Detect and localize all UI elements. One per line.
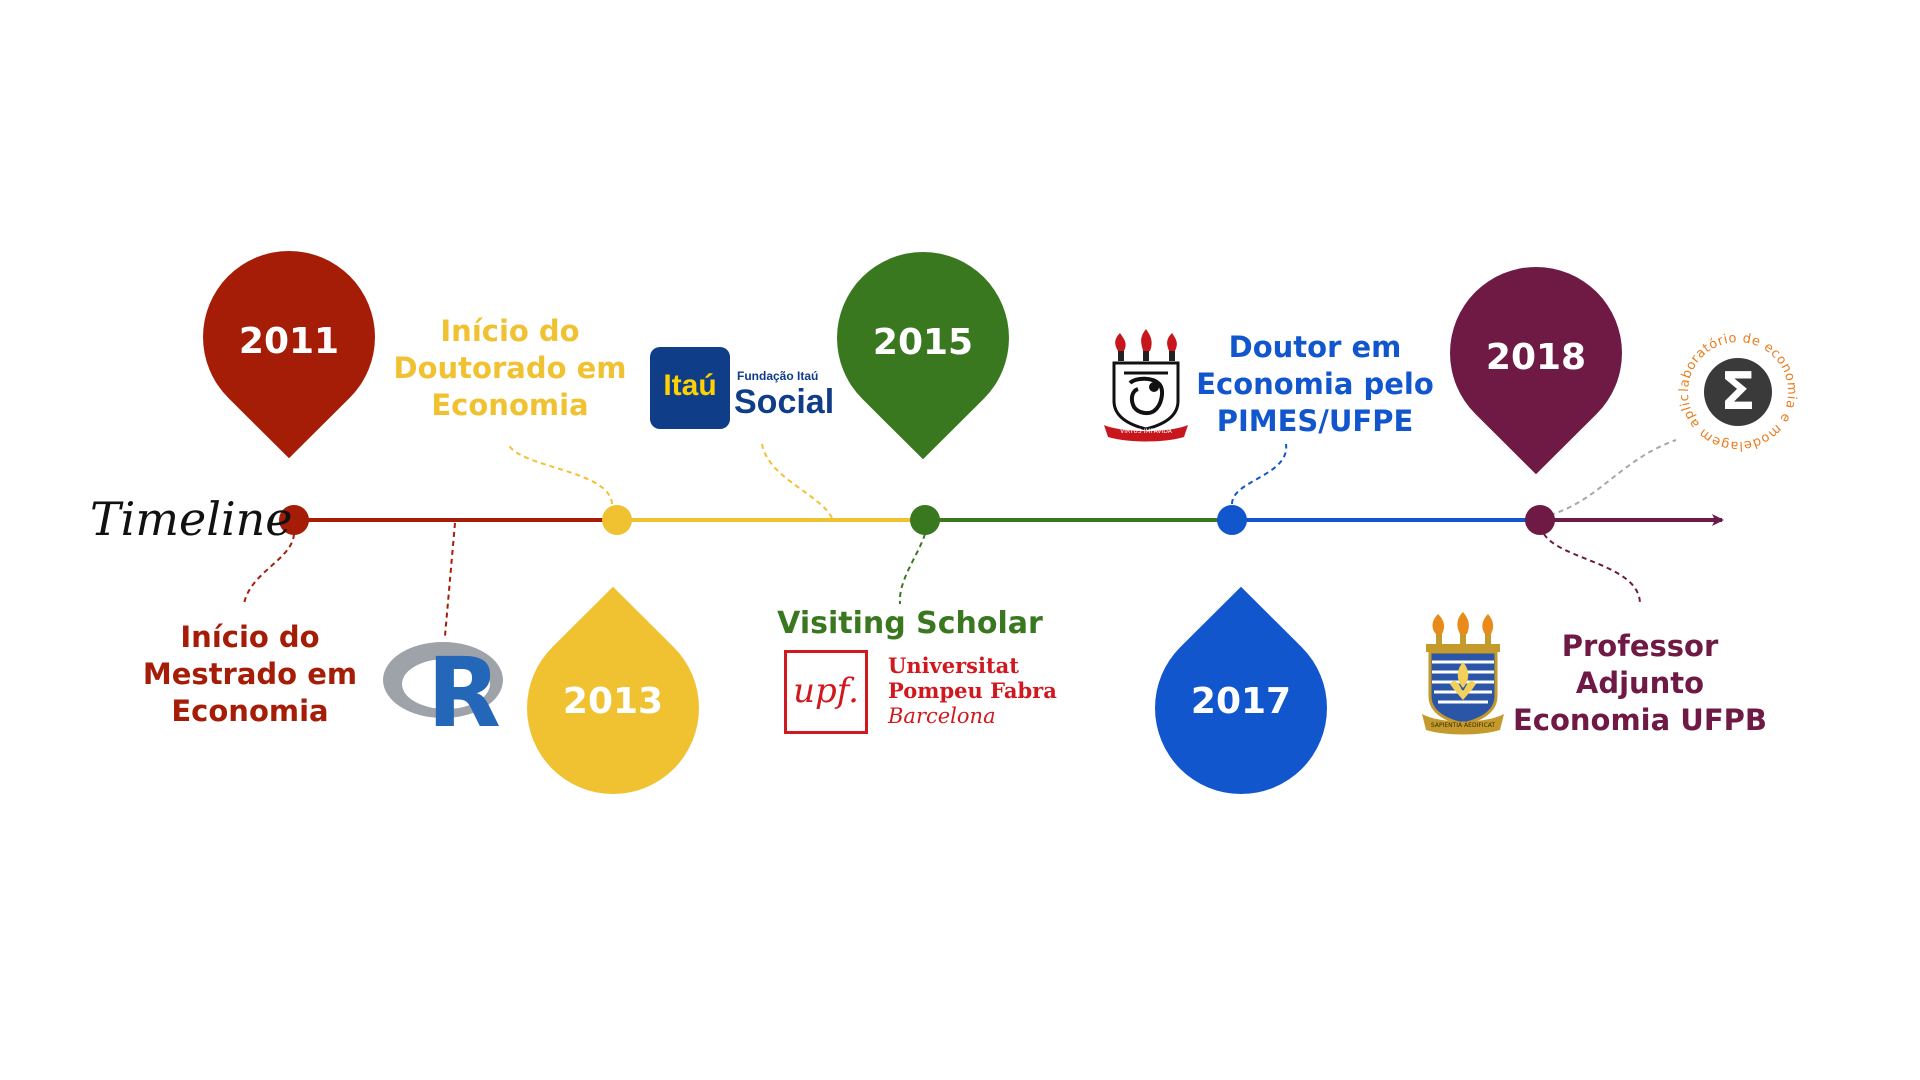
timeline-dot-2018 bbox=[1525, 505, 1555, 535]
pin-2017 bbox=[1155, 586, 1327, 795]
label-2018-line1: Professor bbox=[1561, 629, 1719, 663]
label-2017: Doutor em Economia pelo PIMES/UFPE bbox=[1160, 329, 1470, 439]
itau-social-word: Social bbox=[734, 383, 835, 421]
leader-2017 bbox=[1231, 443, 1288, 505]
lab-sigma-glyph: Σ bbox=[1720, 362, 1756, 422]
ufpb-crest-graphic bbox=[1422, 612, 1504, 735]
leader-2013 bbox=[507, 443, 613, 505]
label-2013-line3: Economia bbox=[431, 387, 589, 422]
lab-logo-graphic: laboratório de economia e modelagem apli… bbox=[1672, 319, 1799, 453]
itau-badge: Itaú bbox=[650, 347, 730, 429]
leader-2018 bbox=[1543, 533, 1641, 605]
leader-2015 bbox=[898, 533, 926, 605]
ufpe-motto: VIRTUS IMPAVIDA bbox=[1120, 428, 1172, 435]
pin-2011 bbox=[202, 250, 375, 459]
leader-lab-logo bbox=[1549, 439, 1677, 516]
label-2018: Professor Adjunto Economia UFPB bbox=[1480, 628, 1800, 738]
timeline-dot-2013 bbox=[602, 505, 632, 535]
pin-year-2011: 2011 bbox=[238, 321, 340, 362]
pin-year-2018: 2018 bbox=[1485, 337, 1587, 378]
timeline-dot-2011 bbox=[279, 505, 309, 535]
label-2018-line2: Adjunto bbox=[1575, 665, 1705, 700]
ufpe-crest: VIRTUS IMPAVIDA bbox=[1102, 325, 1190, 445]
r-logo-graphic bbox=[383, 642, 503, 718]
label-2011: Início do Mestrado em Economia bbox=[100, 619, 400, 729]
pin-year-2015: 2015 bbox=[872, 322, 974, 363]
timeline-title: Timeline bbox=[90, 492, 293, 546]
upf-mark-text: upf. bbox=[793, 671, 859, 711]
label-2013-line2: Doutorado em bbox=[393, 350, 627, 385]
upf-name-line2: Pompeu Fabra bbox=[888, 678, 1057, 703]
label-2017-line2: Economia pelo bbox=[1196, 366, 1434, 401]
label-2011-line2: Mestrado em bbox=[142, 656, 358, 691]
label-2013: Início do Doutorado em Economia bbox=[360, 313, 660, 423]
r-logo-letter: R bbox=[427, 637, 501, 749]
itau-foundation-text: Fundação Itaú bbox=[737, 369, 819, 383]
ufpb-crest: SAPIENTIA AEDIFICAT bbox=[1420, 610, 1506, 740]
label-2017-line3: PIMES/UFPE bbox=[1216, 403, 1414, 438]
timeline-dot-2017 bbox=[1217, 505, 1247, 535]
upf-name-line1: Universitat bbox=[888, 653, 1019, 678]
ufpe-crest-graphic bbox=[1104, 329, 1188, 442]
itau-social-logo: Itaú Fundação Itaú Social bbox=[650, 347, 834, 429]
label-2011-line1: Início do bbox=[180, 620, 320, 654]
pin-2013 bbox=[527, 586, 699, 795]
timeline-dot-2015 bbox=[910, 505, 940, 535]
pin-year-2017: 2017 bbox=[1190, 681, 1292, 722]
label-2017-line1: Doutor em bbox=[1228, 330, 1402, 364]
pin-2018 bbox=[1450, 266, 1623, 475]
pin-year-2013: 2013 bbox=[562, 681, 664, 722]
label-2011-line3: Economia bbox=[171, 693, 329, 728]
itau-brand-text: Itaú bbox=[663, 369, 717, 402]
lab-logo: laboratório de economia e modelagem apli… bbox=[1672, 319, 1800, 454]
leader-itau bbox=[761, 443, 833, 519]
leader-r-logo bbox=[444, 522, 456, 637]
label-2015-line1: Visiting Scholar bbox=[777, 606, 1043, 641]
pin-2015 bbox=[837, 251, 1010, 460]
upf-logo: upf. Universitat Pompeu Fabra Barcelona bbox=[780, 648, 1070, 740]
label-2013-line1: Início do bbox=[440, 314, 580, 348]
upf-mark-box: upf. bbox=[784, 650, 868, 734]
label-2018-line3: Economia UFPB bbox=[1512, 702, 1768, 737]
upf-name-line3: Barcelona bbox=[888, 704, 996, 728]
label-2015: Visiting Scholar bbox=[760, 605, 1060, 643]
r-logo: R bbox=[380, 632, 506, 749]
ufpb-motto: SAPIENTIA AEDIFICAT bbox=[1430, 722, 1496, 729]
